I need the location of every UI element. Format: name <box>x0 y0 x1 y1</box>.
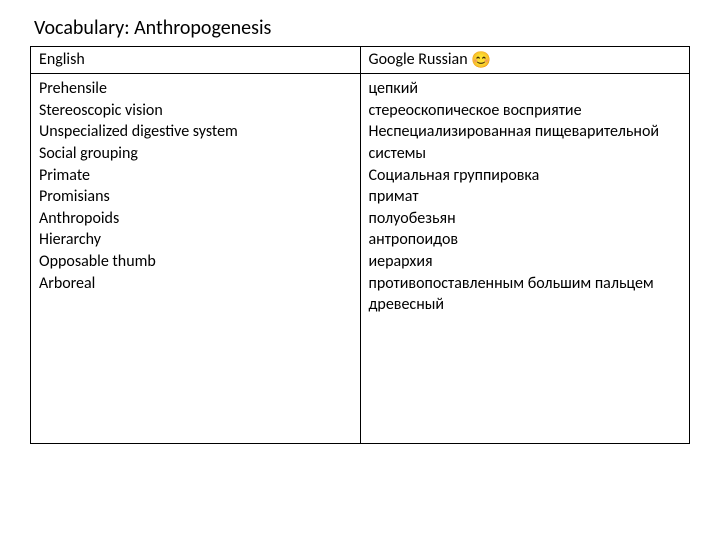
english-term: Hierarchy <box>39 229 352 251</box>
page-title: Vocabulary: Anthropogenesis <box>34 16 690 40</box>
slide: Vocabulary: Anthropogenesis English Goog… <box>0 0 720 464</box>
header-russian: Google Russian 😊 <box>360 47 690 74</box>
english-term: Promisians <box>39 186 352 208</box>
english-term: Unspecialized digestive system <box>39 121 352 143</box>
english-term: Prehensile <box>39 78 352 100</box>
vocabulary-table: English Google Russian 😊 PrehensileStere… <box>30 46 690 444</box>
russian-term: иерархия <box>369 251 682 273</box>
russian-term: примат <box>369 186 682 208</box>
english-term: Arboreal <box>39 273 352 295</box>
english-term: Stereoscopic vision <box>39 100 352 122</box>
russian-term: противопоставленным большим пальцем <box>369 273 682 295</box>
english-term: Social grouping <box>39 143 352 165</box>
english-term: Opposable thumb <box>39 251 352 273</box>
header-english: English <box>31 47 361 74</box>
russian-term: древесный <box>369 294 682 316</box>
cell-english: PrehensileStereoscopic visionUnspecializ… <box>31 74 361 444</box>
header-russian-text: Google Russian <box>369 50 472 69</box>
table-header-row: English Google Russian 😊 <box>31 47 690 74</box>
russian-term: Неспециализированная пищеварительной сис… <box>369 121 682 164</box>
russian-term: Социальная группировка <box>369 165 682 187</box>
english-term: Primate <box>39 165 352 187</box>
smile-icon: 😊 <box>471 51 491 70</box>
english-term: Anthropoids <box>39 208 352 230</box>
russian-term: антропоидов <box>369 229 682 251</box>
russian-term: полуобезьян <box>369 208 682 230</box>
russian-term: стереоскопическое восприятие <box>369 100 682 122</box>
table-row: PrehensileStereoscopic visionUnspecializ… <box>31 74 690 444</box>
russian-term: цепкий <box>369 78 682 100</box>
cell-russian: цепкийстереоскопическое восприятиеНеспец… <box>360 74 690 444</box>
